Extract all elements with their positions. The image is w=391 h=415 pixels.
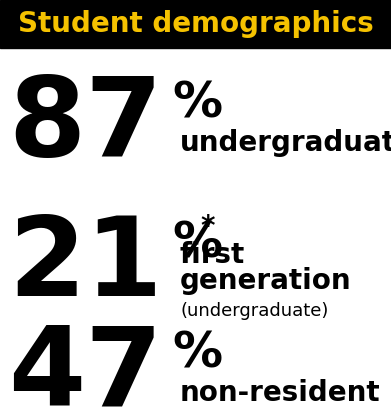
Text: %: % [172, 79, 222, 127]
Text: 21: 21 [8, 212, 163, 318]
Text: *: * [200, 213, 215, 241]
Text: Student demographics: Student demographics [18, 10, 373, 38]
Text: undergraduate: undergraduate [180, 129, 391, 157]
Text: generation: generation [180, 267, 352, 295]
Text: 87: 87 [8, 71, 163, 178]
Text: %: % [172, 329, 222, 377]
Text: non-resident: non-resident [180, 379, 380, 407]
Text: %: % [172, 219, 222, 267]
FancyBboxPatch shape [0, 0, 391, 48]
Text: 47: 47 [8, 322, 163, 415]
Text: (undergraduate): (undergraduate) [180, 302, 328, 320]
Text: first: first [180, 241, 245, 269]
